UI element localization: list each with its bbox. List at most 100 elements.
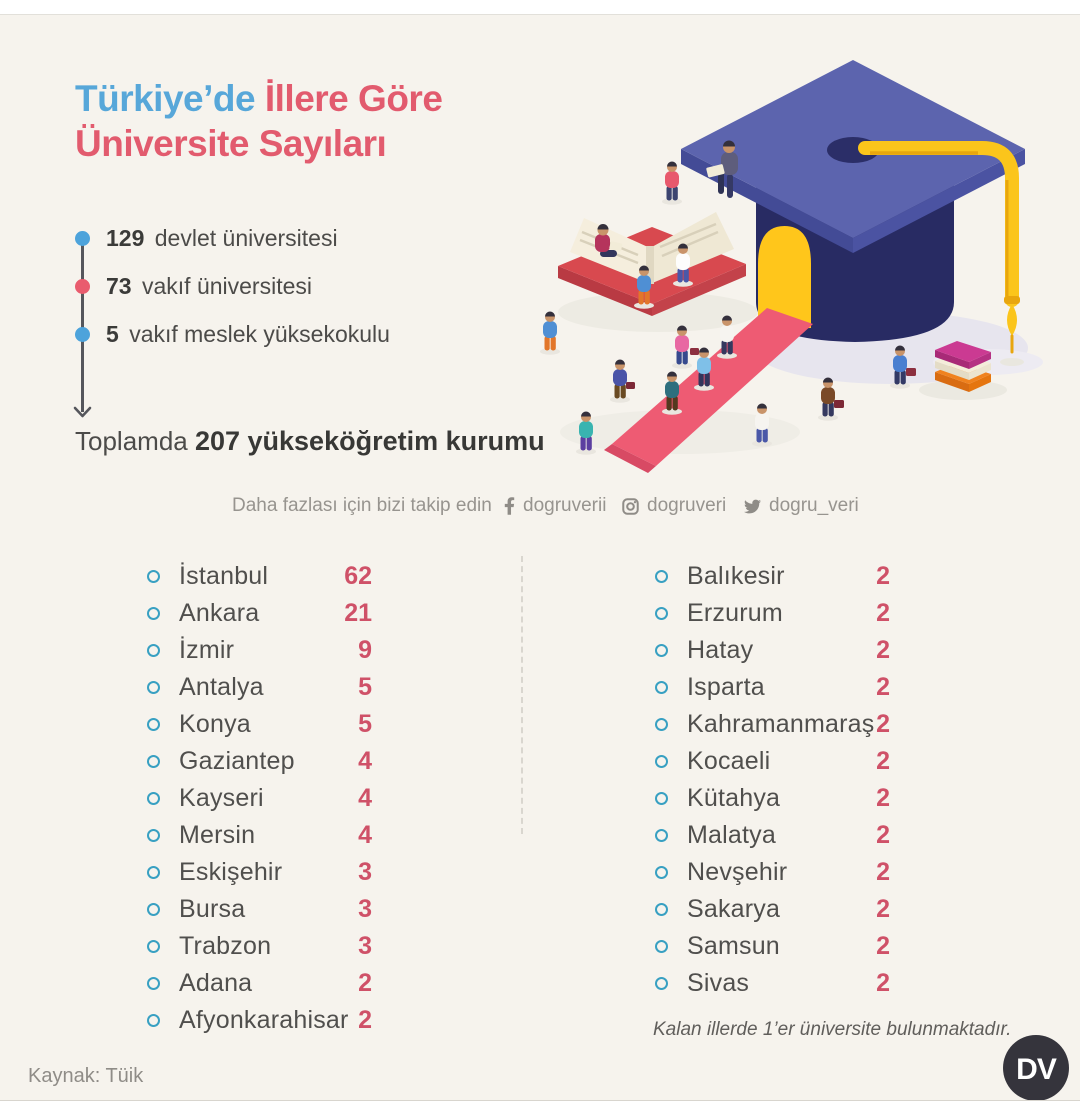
city-count: 9 (358, 636, 372, 664)
city-count: 2 (876, 895, 890, 923)
bullet-ring-icon (147, 570, 160, 583)
stat-value: 129 (106, 225, 145, 251)
city-name: Kütahya (687, 784, 781, 812)
city-count: 4 (358, 784, 372, 812)
bullet-ring-icon (655, 570, 668, 583)
city-name: Balıkesir (687, 562, 785, 590)
bullet-ring-icon (655, 977, 668, 990)
social-instagram[interactable]: dogruveri (622, 495, 726, 517)
city-row: Nevşehir 2 (655, 854, 890, 891)
instagram-handle: dogruveri (647, 495, 727, 516)
title-line2: Üniversite Sayıları (75, 123, 387, 164)
city-row: Trabzon 3 (147, 928, 372, 965)
city-row: Ankara 21 (147, 595, 372, 632)
tassel (858, 141, 1020, 354)
bullet-ring-icon (655, 940, 668, 953)
city-row: İstanbul 62 (147, 558, 372, 595)
city-row: Balıkesir 2 (655, 558, 890, 595)
remaining-provinces-note: Kalan illerde 1’er üniversite bulunmakta… (653, 1019, 1012, 1040)
person-reading-on-book (595, 224, 623, 257)
social-twitter[interactable]: dogru_veri (744, 495, 859, 517)
total-line: Toplamda 207 yükseköğretim kurumu (75, 426, 545, 457)
social-facebook[interactable]: dogruverii (504, 495, 606, 517)
city-row: Hatay 2 (655, 632, 890, 669)
city-count: 2 (876, 784, 890, 812)
city-name: Trabzon (179, 932, 272, 960)
city-row: Antalya 5 (147, 669, 372, 706)
bullet-ring-icon (147, 681, 160, 694)
book-stack (935, 341, 991, 392)
bullet-ring-icon (655, 792, 668, 805)
city-count: 2 (876, 821, 890, 849)
city-name: İzmir (179, 636, 235, 664)
bullet-ring-icon (655, 644, 668, 657)
top-white-band (0, 0, 1080, 15)
city-row: Afyonkarahisar 2 (147, 1002, 372, 1039)
bullet-ring-icon (147, 792, 160, 805)
city-name: Kahramanmaraş (687, 710, 875, 738)
bullet-ring-icon (147, 755, 160, 768)
bullet-ring-icon (655, 607, 668, 620)
city-row: Mersin 4 (147, 817, 372, 854)
bullet-ring-icon (147, 607, 160, 620)
city-name: Antalya (179, 673, 264, 701)
city-name: Erzurum (687, 599, 783, 627)
city-name: Malatya (687, 821, 776, 849)
city-name: Samsun (687, 932, 780, 960)
city-name: Kocaeli (687, 747, 771, 775)
stat-value: 5 (106, 321, 119, 347)
stat-foundation-vocational: 5 vakıf meslek yüksekokulu (106, 321, 390, 348)
city-name: Ankara (179, 599, 260, 627)
briefcase (834, 400, 844, 408)
person-reading-on-cap (706, 140, 738, 198)
city-name: Adana (179, 969, 253, 997)
city-name: Hatay (687, 636, 754, 664)
briefcase (690, 348, 699, 355)
city-count: 4 (358, 747, 372, 775)
city-count: 2 (358, 969, 372, 997)
city-row: Kocaeli 2 (655, 743, 890, 780)
facebook-icon (504, 497, 515, 515)
city-list-right: Balıkesir 2 Erzurum 2 Hatay 2 Isparta 2 (655, 558, 890, 1002)
city-row: Konya 5 (147, 706, 372, 743)
city-count: 21 (344, 599, 372, 627)
bullet-ring-icon (147, 977, 160, 990)
city-row: Isparta 2 (655, 669, 890, 706)
city-name: Gaziantep (179, 747, 295, 775)
city-row: Adana 2 (147, 965, 372, 1002)
source-line: Kaynak: Tüik (28, 1065, 144, 1087)
page-title: Türkiye’de İllere Göre Üniversite Sayıla… (75, 76, 443, 166)
city-row: Kayseri 4 (147, 780, 372, 817)
timeline-dot-pink (75, 279, 90, 294)
column-divider-dashed (521, 556, 523, 834)
stat-state-universities: 129 devlet üniversitesi (106, 225, 338, 252)
twitter-icon (744, 499, 761, 513)
city-count: 62 (344, 562, 372, 590)
facebook-handle: dogruverii (523, 495, 607, 516)
people-crowd (540, 161, 916, 455)
city-count: 5 (358, 673, 372, 701)
city-row: Eskişehir 3 (147, 854, 372, 891)
bullet-ring-icon (147, 940, 160, 953)
city-row: İzmir 9 (147, 632, 372, 669)
city-name: Kayseri (179, 784, 264, 812)
city-count: 2 (876, 636, 890, 664)
city-row: Malatya 2 (655, 817, 890, 854)
city-count: 2 (358, 1006, 372, 1034)
city-row: Kütahya 2 (655, 780, 890, 817)
city-row: Gaziantep 4 (147, 743, 372, 780)
city-name: Konya (179, 710, 251, 738)
stat-foundation-universities: 73 vakıf üniversitesi (106, 273, 312, 300)
city-row: Samsun 2 (655, 928, 890, 965)
logo-text: DV (1016, 1053, 1057, 1086)
city-count: 4 (358, 821, 372, 849)
city-count: 2 (876, 969, 890, 997)
bullet-ring-icon (147, 718, 160, 731)
bullet-ring-icon (147, 1014, 160, 1027)
city-row: Sivas 2 (655, 965, 890, 1002)
city-row: Sakarya 2 (655, 891, 890, 928)
city-row: Bursa 3 (147, 891, 372, 928)
bullet-ring-icon (147, 644, 160, 657)
city-list-left: İstanbul 62 Ankara 21 İzmir 9 Antalya 5 (147, 558, 372, 1039)
city-count: 2 (876, 932, 890, 960)
